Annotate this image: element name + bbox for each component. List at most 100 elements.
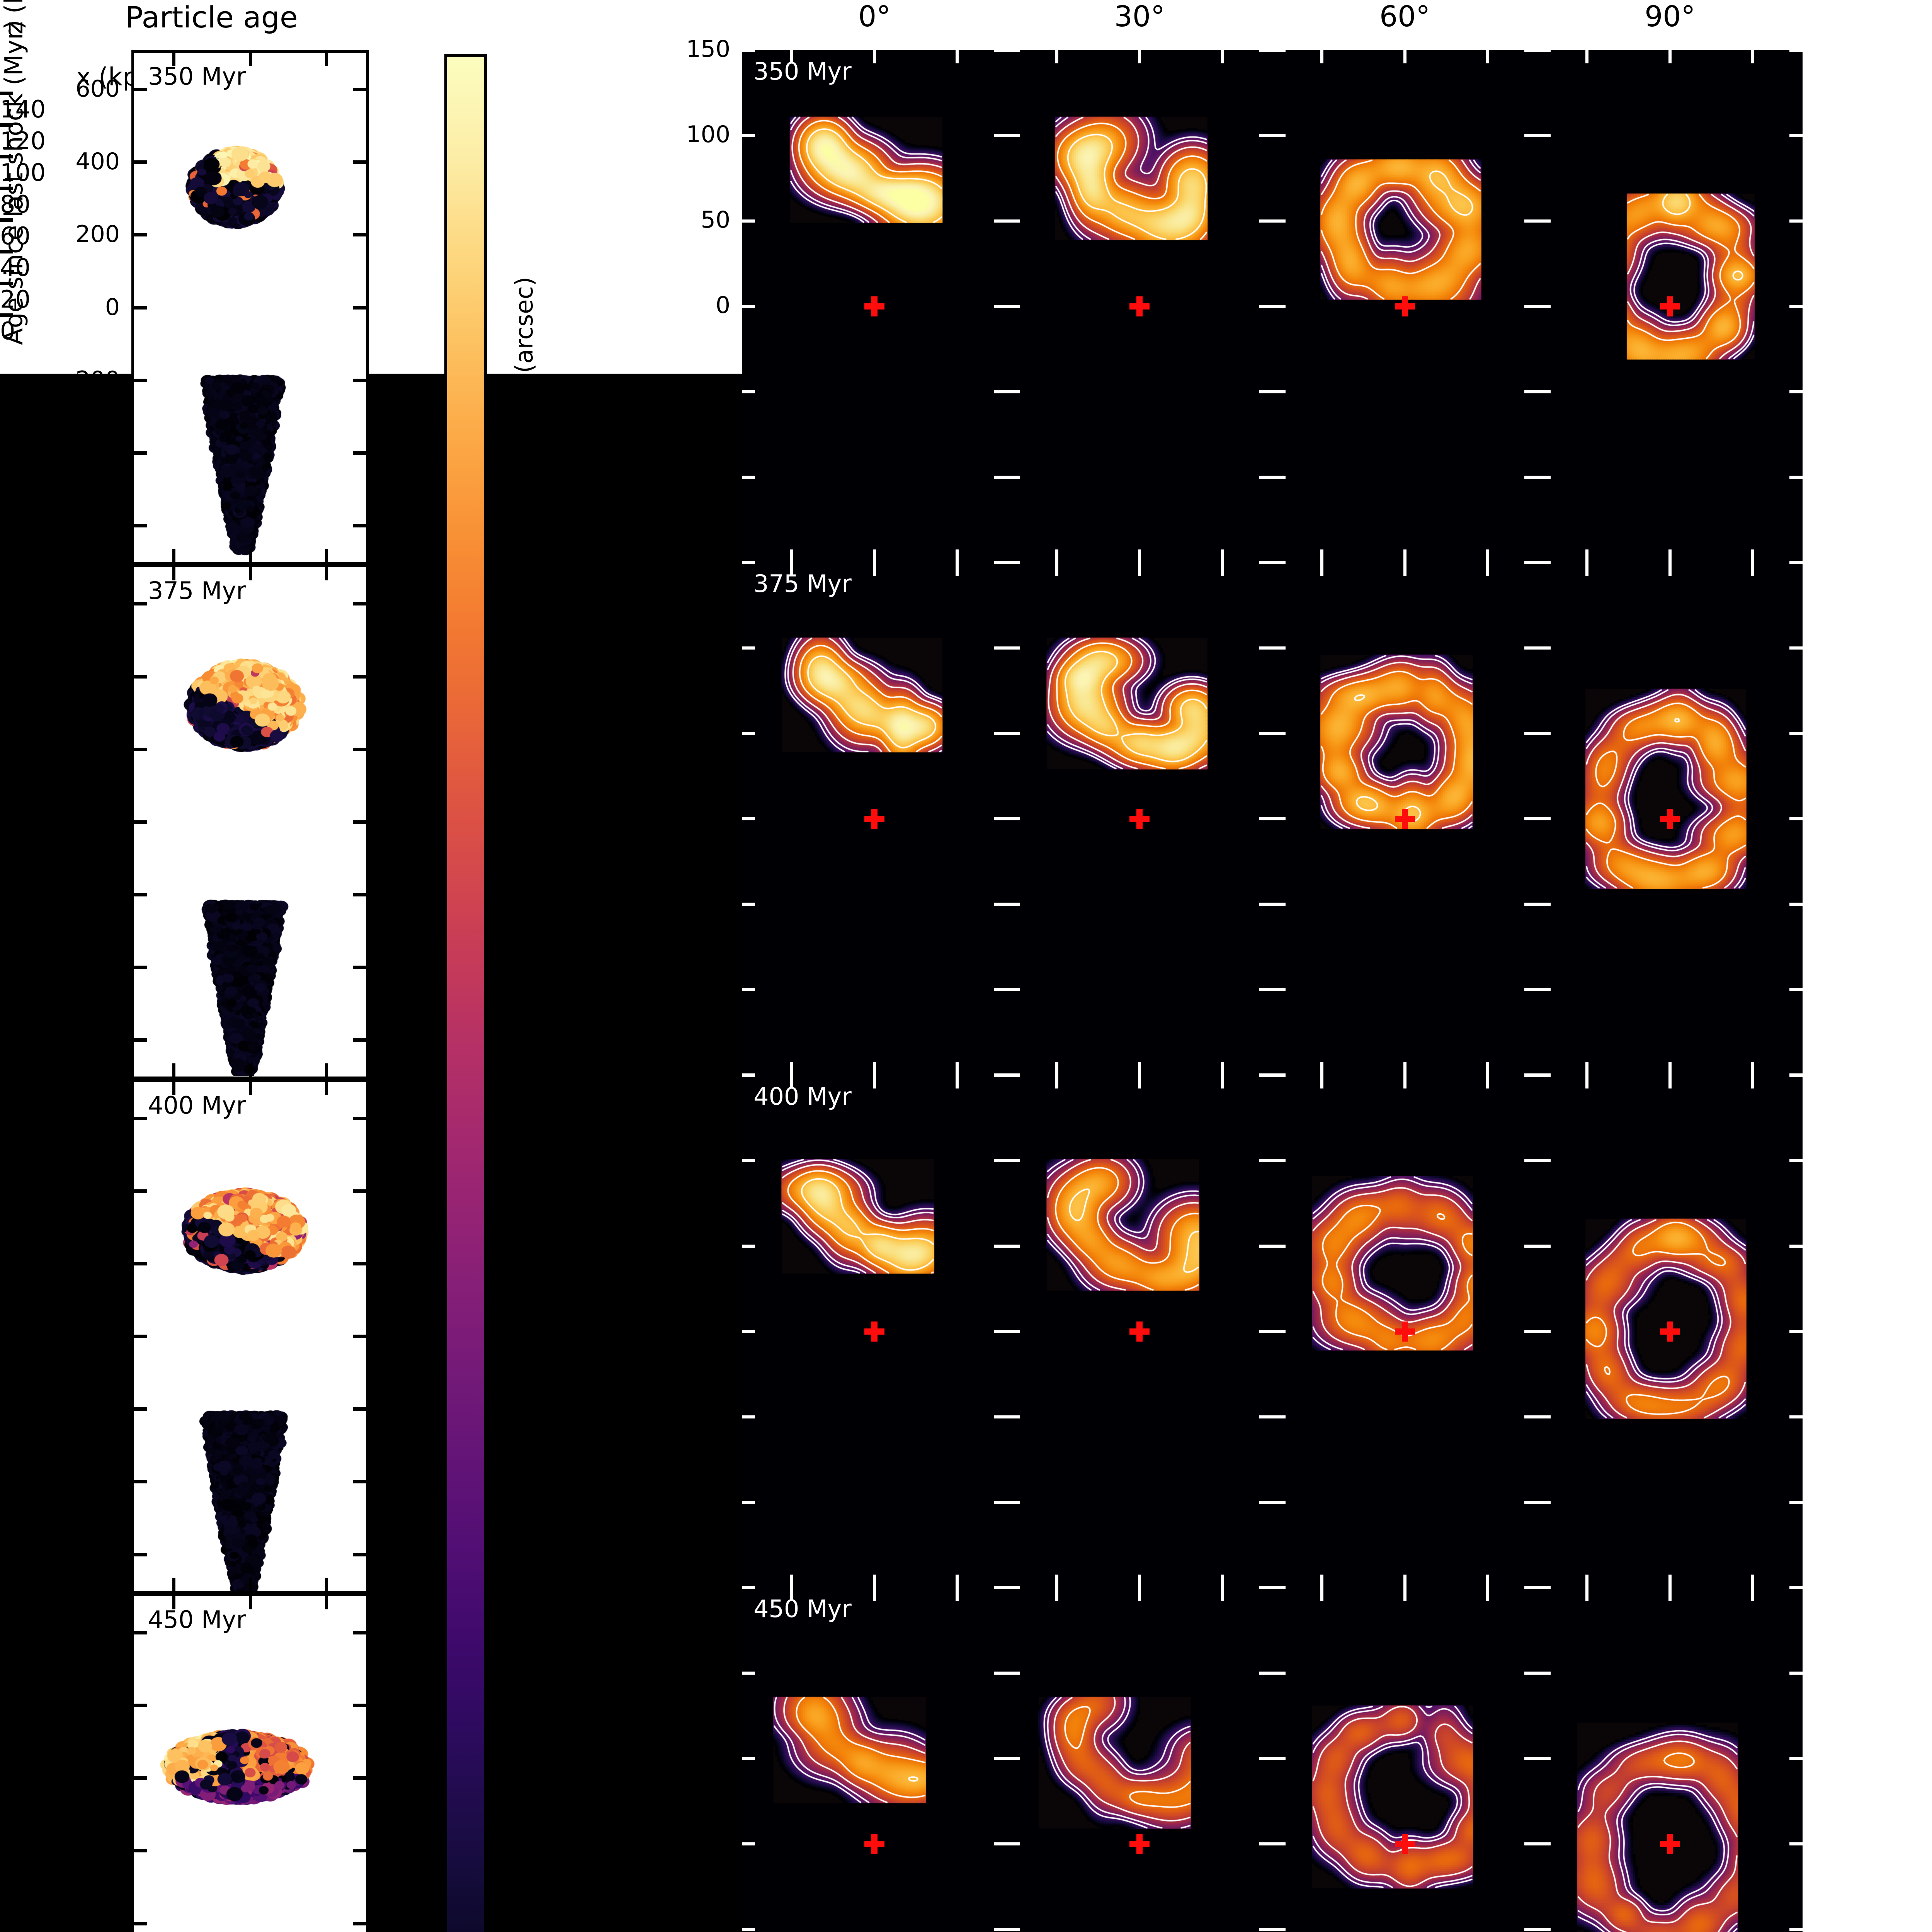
right-x-tick bbox=[790, 549, 793, 563]
right-y-tick bbox=[742, 390, 755, 393]
left-y-tick bbox=[134, 233, 147, 237]
right-x-tick bbox=[1403, 563, 1406, 576]
right-y-tick bbox=[1537, 1500, 1551, 1504]
right-x-tick bbox=[1585, 563, 1589, 576]
left-y-tick bbox=[353, 893, 366, 897]
left-y-tick bbox=[353, 820, 366, 824]
right-y-tick-label: −150 bbox=[667, 1573, 730, 1600]
left-y-tick bbox=[353, 233, 366, 237]
left-colorbar-tick bbox=[0, 123, 13, 127]
right-y-tick bbox=[742, 1075, 755, 1077]
right-y-tick bbox=[1007, 476, 1020, 479]
right-y-tick-label: 150 bbox=[686, 1060, 730, 1088]
right-y-tick bbox=[1007, 817, 1020, 821]
right-y-tick bbox=[1007, 1587, 1020, 1589]
left-x-tick bbox=[172, 1577, 175, 1591]
left-y-tick-label: 0 bbox=[105, 1322, 120, 1350]
right-x-tick bbox=[1668, 549, 1672, 563]
right-y-tick bbox=[1537, 817, 1551, 821]
right-x-tick bbox=[1320, 563, 1324, 576]
right-y-tick-label: 0 bbox=[715, 804, 730, 832]
right-y-tick bbox=[1524, 1415, 1537, 1418]
left-y-tick-label: −600 bbox=[56, 512, 120, 539]
right-y-tick bbox=[1007, 903, 1020, 906]
right-y-tick bbox=[994, 134, 1007, 137]
left-y-tick bbox=[353, 602, 366, 606]
right-y-tick bbox=[1537, 1415, 1551, 1418]
right-y-tick bbox=[994, 1586, 1007, 1588]
right-x-tick bbox=[1403, 1075, 1406, 1088]
particle-age-scatter bbox=[134, 1596, 366, 1932]
left-x-tick bbox=[325, 549, 328, 562]
left-x-tick bbox=[248, 549, 252, 562]
surface-brightness-map bbox=[1007, 1587, 1272, 1932]
particle-age-scatter bbox=[134, 53, 366, 562]
left-colorbar-tick-label: 40 bbox=[0, 253, 31, 282]
right-panel-r3-c1 bbox=[1007, 1587, 1272, 1932]
right-y-tick bbox=[1524, 1587, 1537, 1589]
right-y-tick bbox=[1259, 1330, 1272, 1333]
right-x-tick bbox=[1585, 1075, 1589, 1088]
right-y-tick bbox=[1259, 390, 1272, 393]
right-y-tick bbox=[1537, 305, 1551, 308]
left-x-tick bbox=[172, 53, 175, 66]
right-y-tick bbox=[1537, 1244, 1551, 1248]
right-y-tick bbox=[1272, 1075, 1286, 1077]
left-colorbar-tick bbox=[0, 155, 13, 158]
right-y-tick bbox=[994, 1500, 1007, 1504]
right-y-tick bbox=[1537, 476, 1551, 479]
right-y-tick-label: −100 bbox=[667, 975, 730, 1002]
right-y-tick bbox=[1524, 561, 1537, 563]
right-panel-epoch-label: 350 Myr bbox=[753, 57, 852, 85]
left-y-tick-label: 600 bbox=[75, 1618, 120, 1646]
right-x-tick bbox=[790, 1075, 793, 1088]
left-x-tick bbox=[248, 53, 252, 66]
right-x-tick bbox=[956, 563, 959, 576]
right-y-tick bbox=[1007, 646, 1020, 650]
right-y-tick bbox=[994, 390, 1007, 393]
right-y-tick bbox=[1272, 1415, 1286, 1418]
right-y-tick-label: 50 bbox=[701, 1231, 730, 1259]
left-y-tick-label: −400 bbox=[56, 439, 120, 466]
right-y-tick bbox=[1789, 988, 1803, 992]
left-y-tick-label: −600 bbox=[56, 1026, 120, 1053]
right-y-tick-label: 100 bbox=[686, 633, 730, 661]
right-y-tick-label: −50 bbox=[681, 1914, 730, 1932]
left-y-tick-label: −200 bbox=[56, 1395, 120, 1422]
right-y-tick bbox=[742, 1842, 755, 1845]
right-x-tick bbox=[1403, 1062, 1406, 1075]
right-y-tick bbox=[742, 1927, 755, 1931]
right-x-tick bbox=[1320, 1062, 1324, 1075]
right-x-tick bbox=[790, 1587, 793, 1601]
right-y-tick bbox=[1524, 50, 1537, 52]
left-y-tick bbox=[353, 1849, 366, 1853]
right-x-tick bbox=[873, 1062, 876, 1075]
right-y-tick bbox=[1524, 1075, 1537, 1077]
right-y-tick bbox=[1272, 134, 1286, 137]
right-y-tick-label: 100 bbox=[686, 1658, 730, 1685]
right-y-tick bbox=[994, 1330, 1007, 1333]
right-x-tick bbox=[1138, 1062, 1141, 1075]
left-colorbar-tick bbox=[0, 92, 13, 95]
right-y-tick bbox=[1272, 988, 1286, 992]
left-y-tick bbox=[134, 893, 147, 897]
right-y-tick bbox=[1537, 1073, 1551, 1075]
right-panel-r2-c0: 400 Myr bbox=[742, 1075, 1007, 1588]
left-y-tick bbox=[134, 1116, 147, 1120]
right-y-tick bbox=[1537, 1159, 1551, 1162]
left-y-tick-label: 400 bbox=[75, 1691, 120, 1719]
right-y-tick bbox=[1524, 1842, 1537, 1845]
right-y-tick bbox=[994, 1671, 1007, 1675]
right-y-tick bbox=[1524, 732, 1537, 735]
right-y-tick bbox=[1789, 50, 1803, 52]
left-y-tick bbox=[134, 747, 147, 751]
left-x-tick bbox=[172, 549, 175, 562]
right-x-tick bbox=[1486, 549, 1489, 563]
right-y-tick bbox=[1259, 1415, 1272, 1418]
right-y-tick bbox=[1272, 1330, 1286, 1333]
right-grid-column-header-1: 30° bbox=[1114, 0, 1165, 33]
right-x-tick bbox=[1320, 1075, 1324, 1088]
right-panel-r3-c2 bbox=[1272, 1587, 1537, 1932]
right-y-tick bbox=[1007, 1671, 1020, 1675]
right-x-tick bbox=[1138, 1587, 1141, 1601]
